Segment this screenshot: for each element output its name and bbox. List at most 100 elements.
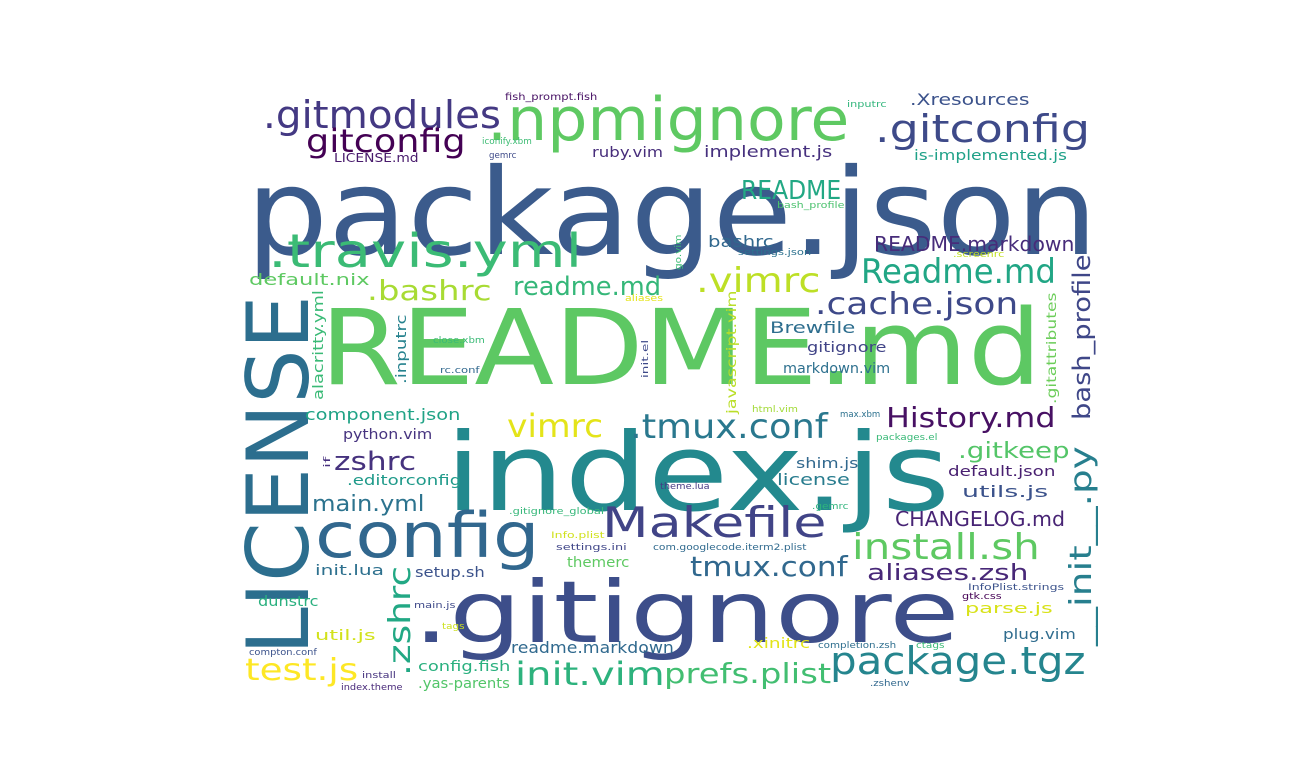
word-bashrc: bashrc (708, 232, 774, 251)
word-readme-md: README.md (320, 287, 1042, 409)
word-dot-zshrc: .zshrc (383, 565, 418, 676)
word-ruby-vim: ruby.vim (592, 145, 664, 161)
word-iconify-xbm: iconify.xbm (482, 137, 532, 147)
word-xresources: .Xresources (910, 90, 1030, 109)
word-main-yml: main.yml (312, 492, 425, 517)
word-bash-profile-rotated: bash_profile (1068, 254, 1096, 420)
word-settings-json: settings.json (738, 248, 812, 258)
word-util-js: util.js (315, 628, 376, 644)
word-readme: README (741, 176, 842, 206)
word-info-plist: Info.plist (551, 531, 605, 541)
word-gitmodules: .gitmodules (263, 93, 501, 137)
word-gitignore: .gitignore (413, 563, 960, 663)
word-gitkeep: .gitkeep (958, 439, 1070, 464)
word-license-lower: license (777, 470, 850, 489)
word-fish-prompt-fish: fish_prompt.fish (505, 92, 598, 103)
word-gitconfig: gitconfig (306, 122, 466, 160)
word-compton-conf: compton.conf (249, 648, 317, 658)
word-ctags: ctags (916, 641, 945, 651)
word-init-vim: init.vim (515, 655, 665, 693)
word-gtk-css: gtk.css (962, 592, 1002, 602)
word-tmux-conf: tmux.conf (690, 550, 848, 583)
word-bash-profile-small: bash_profile (777, 201, 845, 211)
word-html-vim: html.vim (752, 405, 798, 415)
word-install-sh: install.sh (852, 527, 1040, 568)
word-travis-yml: .travis.yml (268, 224, 583, 278)
word-markdown-vim: markdown.vim (783, 361, 891, 377)
word-zshrc: zshrc (334, 447, 417, 477)
word-aliases-zsh: aliases.zsh (867, 561, 1029, 586)
word-screenrc: .screenrc (953, 250, 1005, 260)
word-default-json: default.json (948, 464, 1056, 480)
word-changelog-md: CHANGELOG.md (895, 507, 1065, 531)
word-theme-lua: theme.lua (660, 482, 710, 492)
word-tags: tags (442, 622, 465, 632)
word-editorconfig: .editorconfig (347, 473, 462, 489)
word-gitignore-global: .gitignore_global (509, 507, 605, 517)
word-utils-js: utils.js (962, 482, 1049, 501)
word-makefile: Makefile (602, 498, 827, 547)
word-completion-zsh: completion.zsh (818, 641, 897, 651)
word-xinitrc: .xinitrc (747, 636, 811, 652)
word-javascript-vim: javascript.vim (725, 290, 740, 414)
word-yas-parents: .yas-parents (418, 676, 510, 692)
word-dunstrc: dunstrc (258, 594, 319, 610)
word-gitconfig-dot: .gitconfig (875, 107, 1090, 151)
word-dot-vimrc: .vimrc (696, 261, 821, 301)
word-zshenv: .zshenv (870, 679, 910, 689)
word-setup-sh: setup.sh (415, 565, 485, 581)
word-alacritty-yml: alacritty.yml (311, 290, 327, 400)
word-package-json: package.json (246, 144, 1098, 283)
word-init-el: init.el (641, 339, 651, 378)
word-readme-md-cap: Readme.md (861, 252, 1056, 292)
word-config: config (315, 499, 540, 572)
word-implement-js: implement.js (704, 142, 833, 161)
word-config-fish: config.fish (418, 659, 511, 675)
word-index-theme: index.theme (341, 683, 403, 693)
word-main-js: main.js (414, 601, 456, 611)
word-is-implemented-js: is-implemented.js (914, 148, 1067, 164)
word-history-md: History.md (886, 401, 1056, 434)
word-dot-tmux-conf: .tmux.conf (630, 407, 828, 447)
word-npmignore: .npmignore (487, 85, 850, 155)
word-go-vim: go.vim (674, 234, 684, 270)
word-iterm2-plist: com.googlecode.iterm2.plist (653, 543, 807, 553)
word-vimrc: vimrc (507, 407, 604, 445)
word-rc-conf: rc.conf (440, 366, 480, 376)
word-readme-markdown: README.markdown (874, 232, 1075, 256)
word-inputrc: inputrc (847, 100, 887, 110)
word-package-tgz: package.tgz (830, 639, 1086, 683)
word-license-md: LICENSE.md (334, 151, 419, 165)
word-index-js: index.js (445, 411, 951, 536)
word-settings-ini: settings.ini (556, 543, 627, 553)
word-aliases: aliases (625, 294, 663, 304)
word-packages-el: packages.el (876, 433, 938, 443)
word-dot-inputrc: .inputrc (394, 314, 410, 384)
word-test-js: test.js (245, 653, 359, 688)
word-component-json: component.json (305, 405, 461, 424)
word-init-lua: init.lua (315, 563, 384, 579)
word-default-nix: default.nix (249, 270, 370, 289)
word-gitattributes: .gitattributes (1045, 292, 1060, 404)
word-prefs-plist: prefs.plist (664, 657, 832, 690)
word-init-py: __init__.py (1064, 446, 1099, 646)
word-readme-markdown-lower: readme.markdown (511, 638, 674, 657)
word-gitignore-plain: gitignore (807, 340, 887, 356)
word-readme-lower: readme.md (513, 272, 662, 302)
word-infoplist-strings: InfoPlist.strings (968, 583, 1065, 593)
word-plug-vim: plug.vim (1003, 627, 1076, 643)
word-install: install (362, 671, 396, 681)
word-gemrc: gemrc (489, 151, 517, 161)
word-if: if (323, 456, 333, 468)
word-parse-js: parse.js (965, 601, 1053, 617)
word-shim-js: shim.js (796, 456, 859, 472)
word-cache-json: .cache.json (815, 287, 1019, 322)
word-brewfile: Brewfile (770, 318, 856, 337)
word-python-vim: python.vim (343, 427, 433, 443)
word-max-xbm: max.xbm (840, 410, 881, 420)
word-dot-bashrc: .bashrc (367, 274, 492, 307)
word-themerc: themerc (567, 555, 630, 571)
word-gemrc-dot: .gemrc (812, 502, 849, 512)
word-close-xbm: close.xbm (433, 336, 485, 346)
